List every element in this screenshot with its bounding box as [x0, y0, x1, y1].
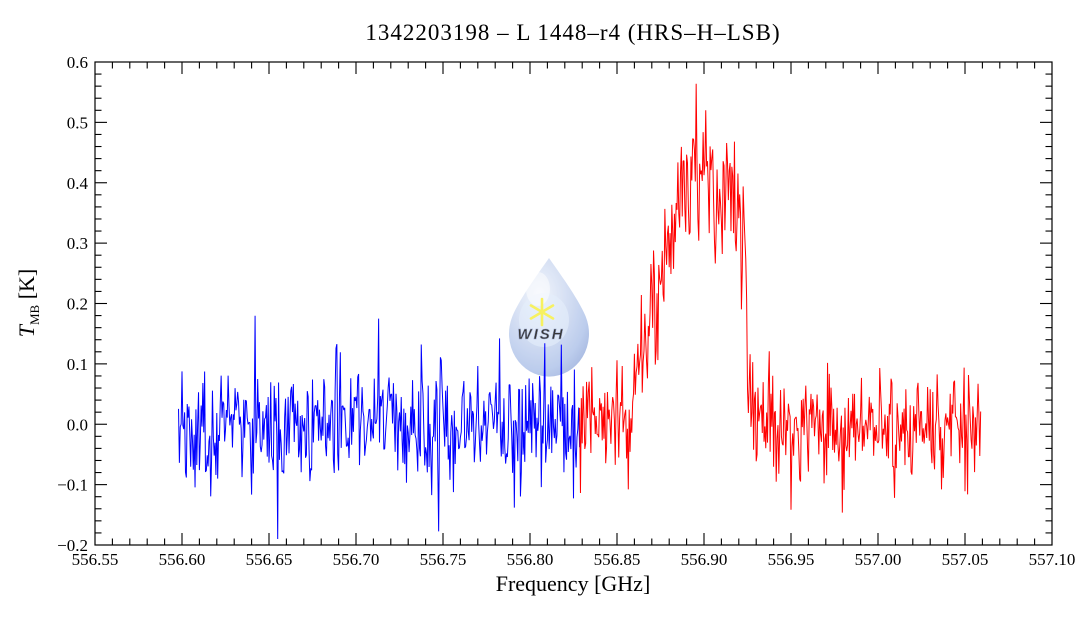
- y-axis-label: TMB [K]: [14, 269, 42, 338]
- y-tick-label: 0.1: [67, 355, 88, 374]
- plot-title: 1342203198 – L 1448–r4 (HRS–H–LSB): [365, 20, 780, 45]
- x-tick-label: 556.85: [594, 550, 641, 569]
- x-tick-label: 556.65: [246, 550, 293, 569]
- y-tick-label: −0.2: [57, 536, 88, 555]
- x-tick-label: 557.00: [855, 550, 902, 569]
- y-tick-label: 0.4: [67, 174, 89, 193]
- y-axis: −0.2 −0.1 0.0 0.1 0.2 0.3 0.4 0.5 0.6: [57, 53, 1052, 555]
- x-tick-label: 556.70: [333, 550, 380, 569]
- y-tick-label: 0.3: [67, 234, 88, 253]
- x-axis-label: Frequency [GHz]: [496, 571, 651, 596]
- x-tick-label: 556.95: [768, 550, 815, 569]
- drop-highlight: [526, 272, 550, 306]
- x-tick-label: 556.55: [72, 550, 119, 569]
- x-tick-label: 556.90: [681, 550, 728, 569]
- y-tick-label: 0.6: [67, 53, 88, 72]
- spectrum-series-red: [579, 83, 982, 513]
- y-tick-label: 0.0: [67, 415, 88, 434]
- spectrum-series-blue: [178, 315, 581, 539]
- x-tick-label: 556.60: [159, 550, 206, 569]
- star-icon: [529, 297, 555, 327]
- x-tick-label: 557.05: [942, 550, 989, 569]
- wish-logo-text: WISH: [517, 326, 564, 343]
- x-axis: 556.55 556.60 556.65 556.70 556.75 556.80 556.…: [72, 62, 1076, 569]
- y-tick-label: 0.2: [67, 295, 88, 314]
- y-tick-label: −0.1: [57, 476, 88, 495]
- y-tick-label: 0.5: [67, 113, 88, 132]
- x-tick-label: 557.10: [1029, 550, 1076, 569]
- x-tick-label: 556.75: [420, 550, 467, 569]
- wish-logo-watermark: WISH: [509, 258, 589, 377]
- x-tick-label: 556.80: [507, 550, 554, 569]
